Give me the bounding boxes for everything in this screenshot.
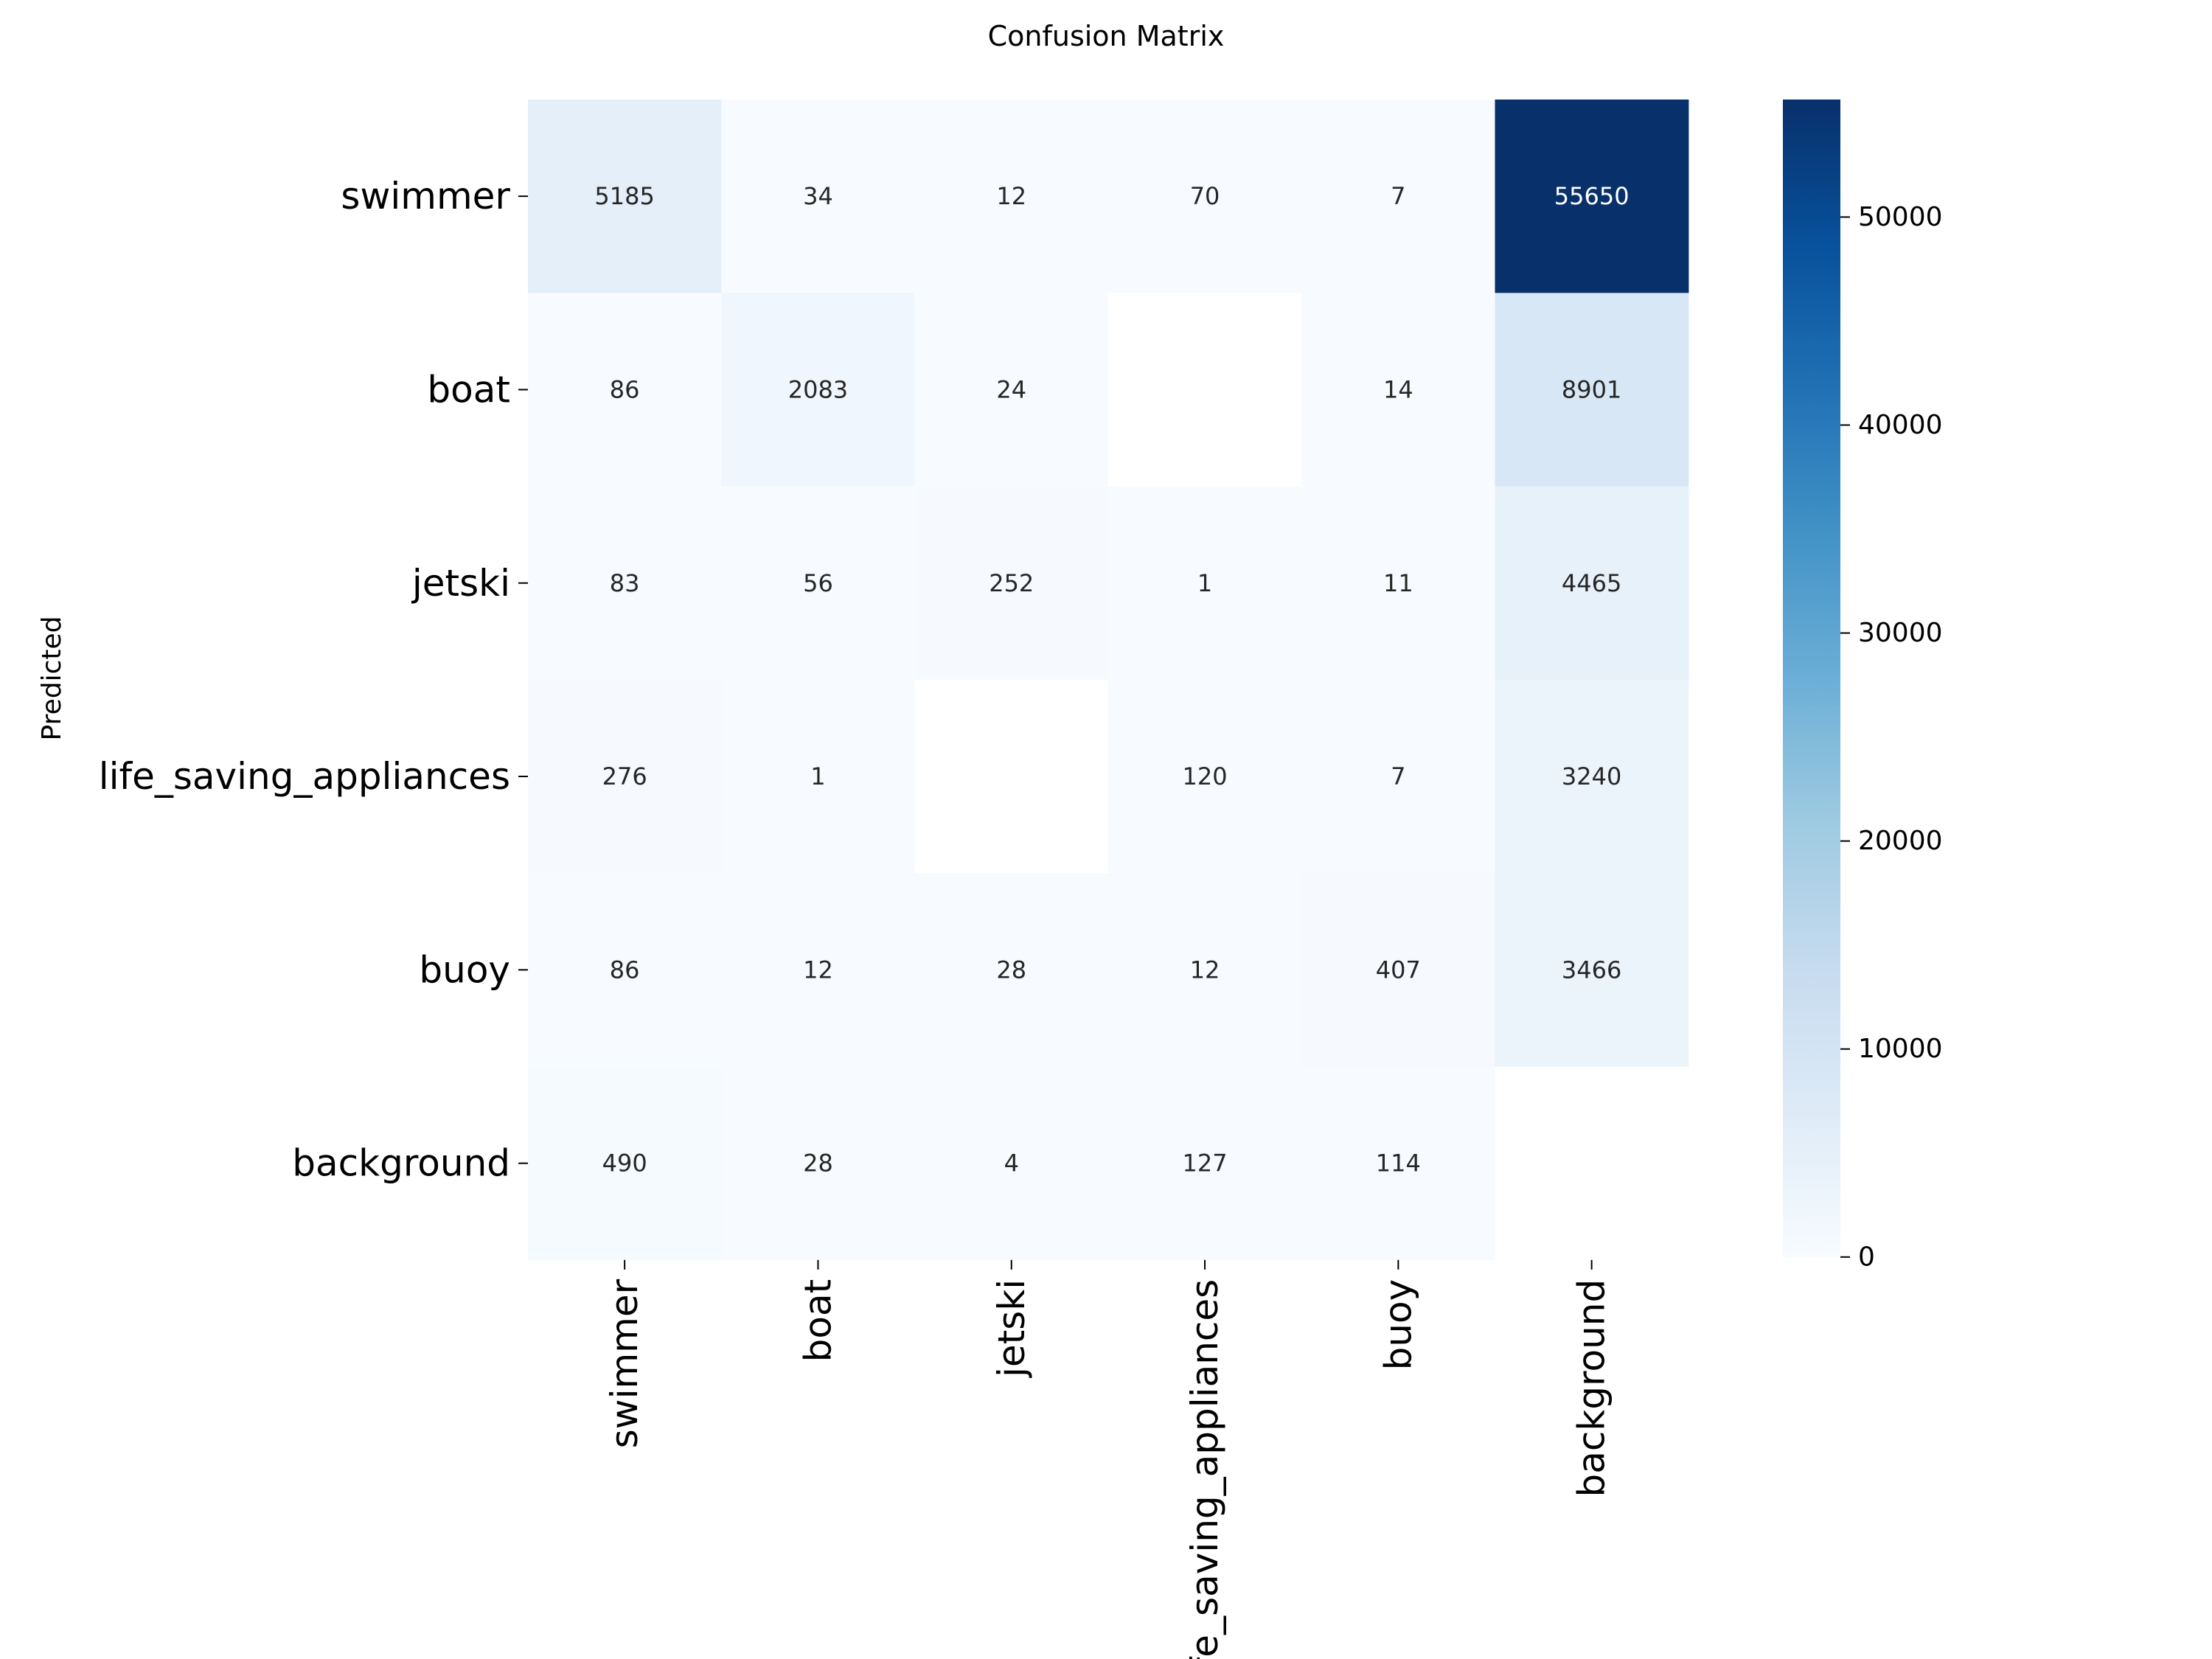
cell-value-label: 7 [1391,182,1405,210]
colorbar-tick-label: 50000 [1858,202,1943,232]
heatmap-cell [528,486,722,681]
heatmap-cell [721,486,916,681]
cell-value-label: 5185 [594,182,654,210]
cell-value-label: 1 [810,762,825,790]
heatmap-cell [1495,100,1689,293]
cell-value-label: 3466 [1562,956,1621,984]
heatmap-cell [721,100,916,293]
heatmap-cell [914,486,1109,681]
x-axis-ticks: swimmer boat jetski life_saving_appliances b… [603,1259,1613,1659]
cell-value-label: 120 [1183,762,1228,790]
cell-value-label: 8901 [1562,375,1621,403]
heatmap-cell [1301,100,1496,293]
heatmap-cell [1301,679,1496,874]
heatmap-cell [1301,873,1496,1068]
colorbar: 0 10000 20000 30000 40000 50000 [1783,100,1943,1272]
y-tick-label: boat [427,368,510,411]
heatmap-cell [528,293,722,487]
heatmap-cell [914,873,1109,1068]
heatmap-cell [914,1066,1109,1261]
cell-value-label: 86 [610,956,640,984]
heatmap-cell [1301,1066,1496,1261]
y-tick-label: background [292,1142,510,1185]
cell-value-label: 24 [996,375,1026,403]
colorbar-ticks: 0 10000 20000 30000 40000 50000 [1840,202,1943,1272]
heatmap-cell [528,873,722,1068]
y-axis-ticks: swimmer boat jetski life_saving_appliancesb… [99,175,528,1185]
heatmap-cell [721,873,916,1068]
heatmap-cell [528,100,722,293]
chart-title: Confusion Matrix [988,20,1225,52]
cell-value-label: 2083 [788,375,848,403]
cell-value-label: 407 [1376,956,1421,984]
cell-value-label: 56 [803,569,833,597]
cell-value-label: 83 [610,569,640,597]
heatmap-cell [1301,293,1496,487]
y-tick-label: swimmer [341,175,510,218]
cell-value-label: 11 [1383,569,1413,597]
cell-value-label: 4 [1004,1150,1019,1178]
heatmap-cell [721,679,916,874]
x-tick-label: life_saving_appliances [1183,1279,1226,1659]
colorbar-tick-label: 40000 [1858,410,1943,440]
y-tick-label: life_saving_appliances [99,755,510,798]
x-tick-label: buoy [1377,1279,1419,1371]
cell-value-label: 1 [1197,569,1212,597]
cell-value-label: 252 [989,569,1034,597]
colorbar-tick-label: 30000 [1858,618,1943,648]
x-tick-label: boat [796,1279,839,1363]
colorbar-tick-label: 10000 [1858,1034,1943,1064]
heatmap-cell [1107,873,1302,1068]
heatmap-cell [1107,293,1302,487]
cell-value-label: 28 [803,1150,833,1178]
y-tick-label: buoy [419,948,510,991]
cell-value-label: 70 [1190,182,1220,210]
cell-value-label: 14 [1383,375,1413,403]
heatmap-cells [528,100,1689,1261]
cell-value-label: 7 [1391,762,1405,790]
heatmap-cell [1495,873,1689,1068]
heatmap-cell [914,100,1109,293]
heatmap-cell [1107,1066,1302,1261]
heatmap-cell [721,1066,916,1261]
cell-value-label: 127 [1183,1150,1228,1178]
x-tick-label: swimmer [603,1279,646,1448]
colorbar-tick-label: 0 [1858,1242,1875,1272]
cell-value-label: 86 [610,375,640,403]
colorbar-tick-label: 20000 [1858,826,1943,856]
cell-value-label: 490 [602,1150,647,1178]
y-axis-label: Predicted [37,616,67,741]
heatmap-cell [1495,679,1689,874]
cell-value-label: 3240 [1562,762,1621,790]
heatmap-cell [528,679,722,874]
cell-value-label: 4465 [1562,569,1621,597]
heatmap-cell [528,1066,722,1261]
heatmap-cell [914,679,1109,874]
y-tick-label: jetski [411,562,510,605]
heatmap-cell [1301,486,1496,681]
cell-value-label: 12 [996,182,1026,210]
heatmap-cell [1107,679,1302,874]
x-tick-label: jetski [990,1279,1033,1378]
heatmap-cell [721,293,916,487]
heatmap-cell [1495,293,1689,487]
cell-value-label: 12 [1190,956,1220,984]
cell-value-label: 114 [1376,1150,1421,1178]
cell-value-label: 12 [803,956,833,984]
x-tick-label: background [1571,1279,1613,1498]
cell-value-label: 34 [803,182,833,210]
cell-value-label: 276 [602,762,647,790]
cell-value-label: 28 [996,956,1026,984]
heatmap-cell [914,293,1109,487]
heatmap-cell [1495,486,1689,681]
heatmap-cell [1495,1066,1689,1261]
heatmap-cell [1107,100,1302,293]
colorbar-gradient [1783,100,1840,1257]
heatmap-cell [1107,486,1302,681]
cell-value-label: 55650 [1554,182,1630,210]
